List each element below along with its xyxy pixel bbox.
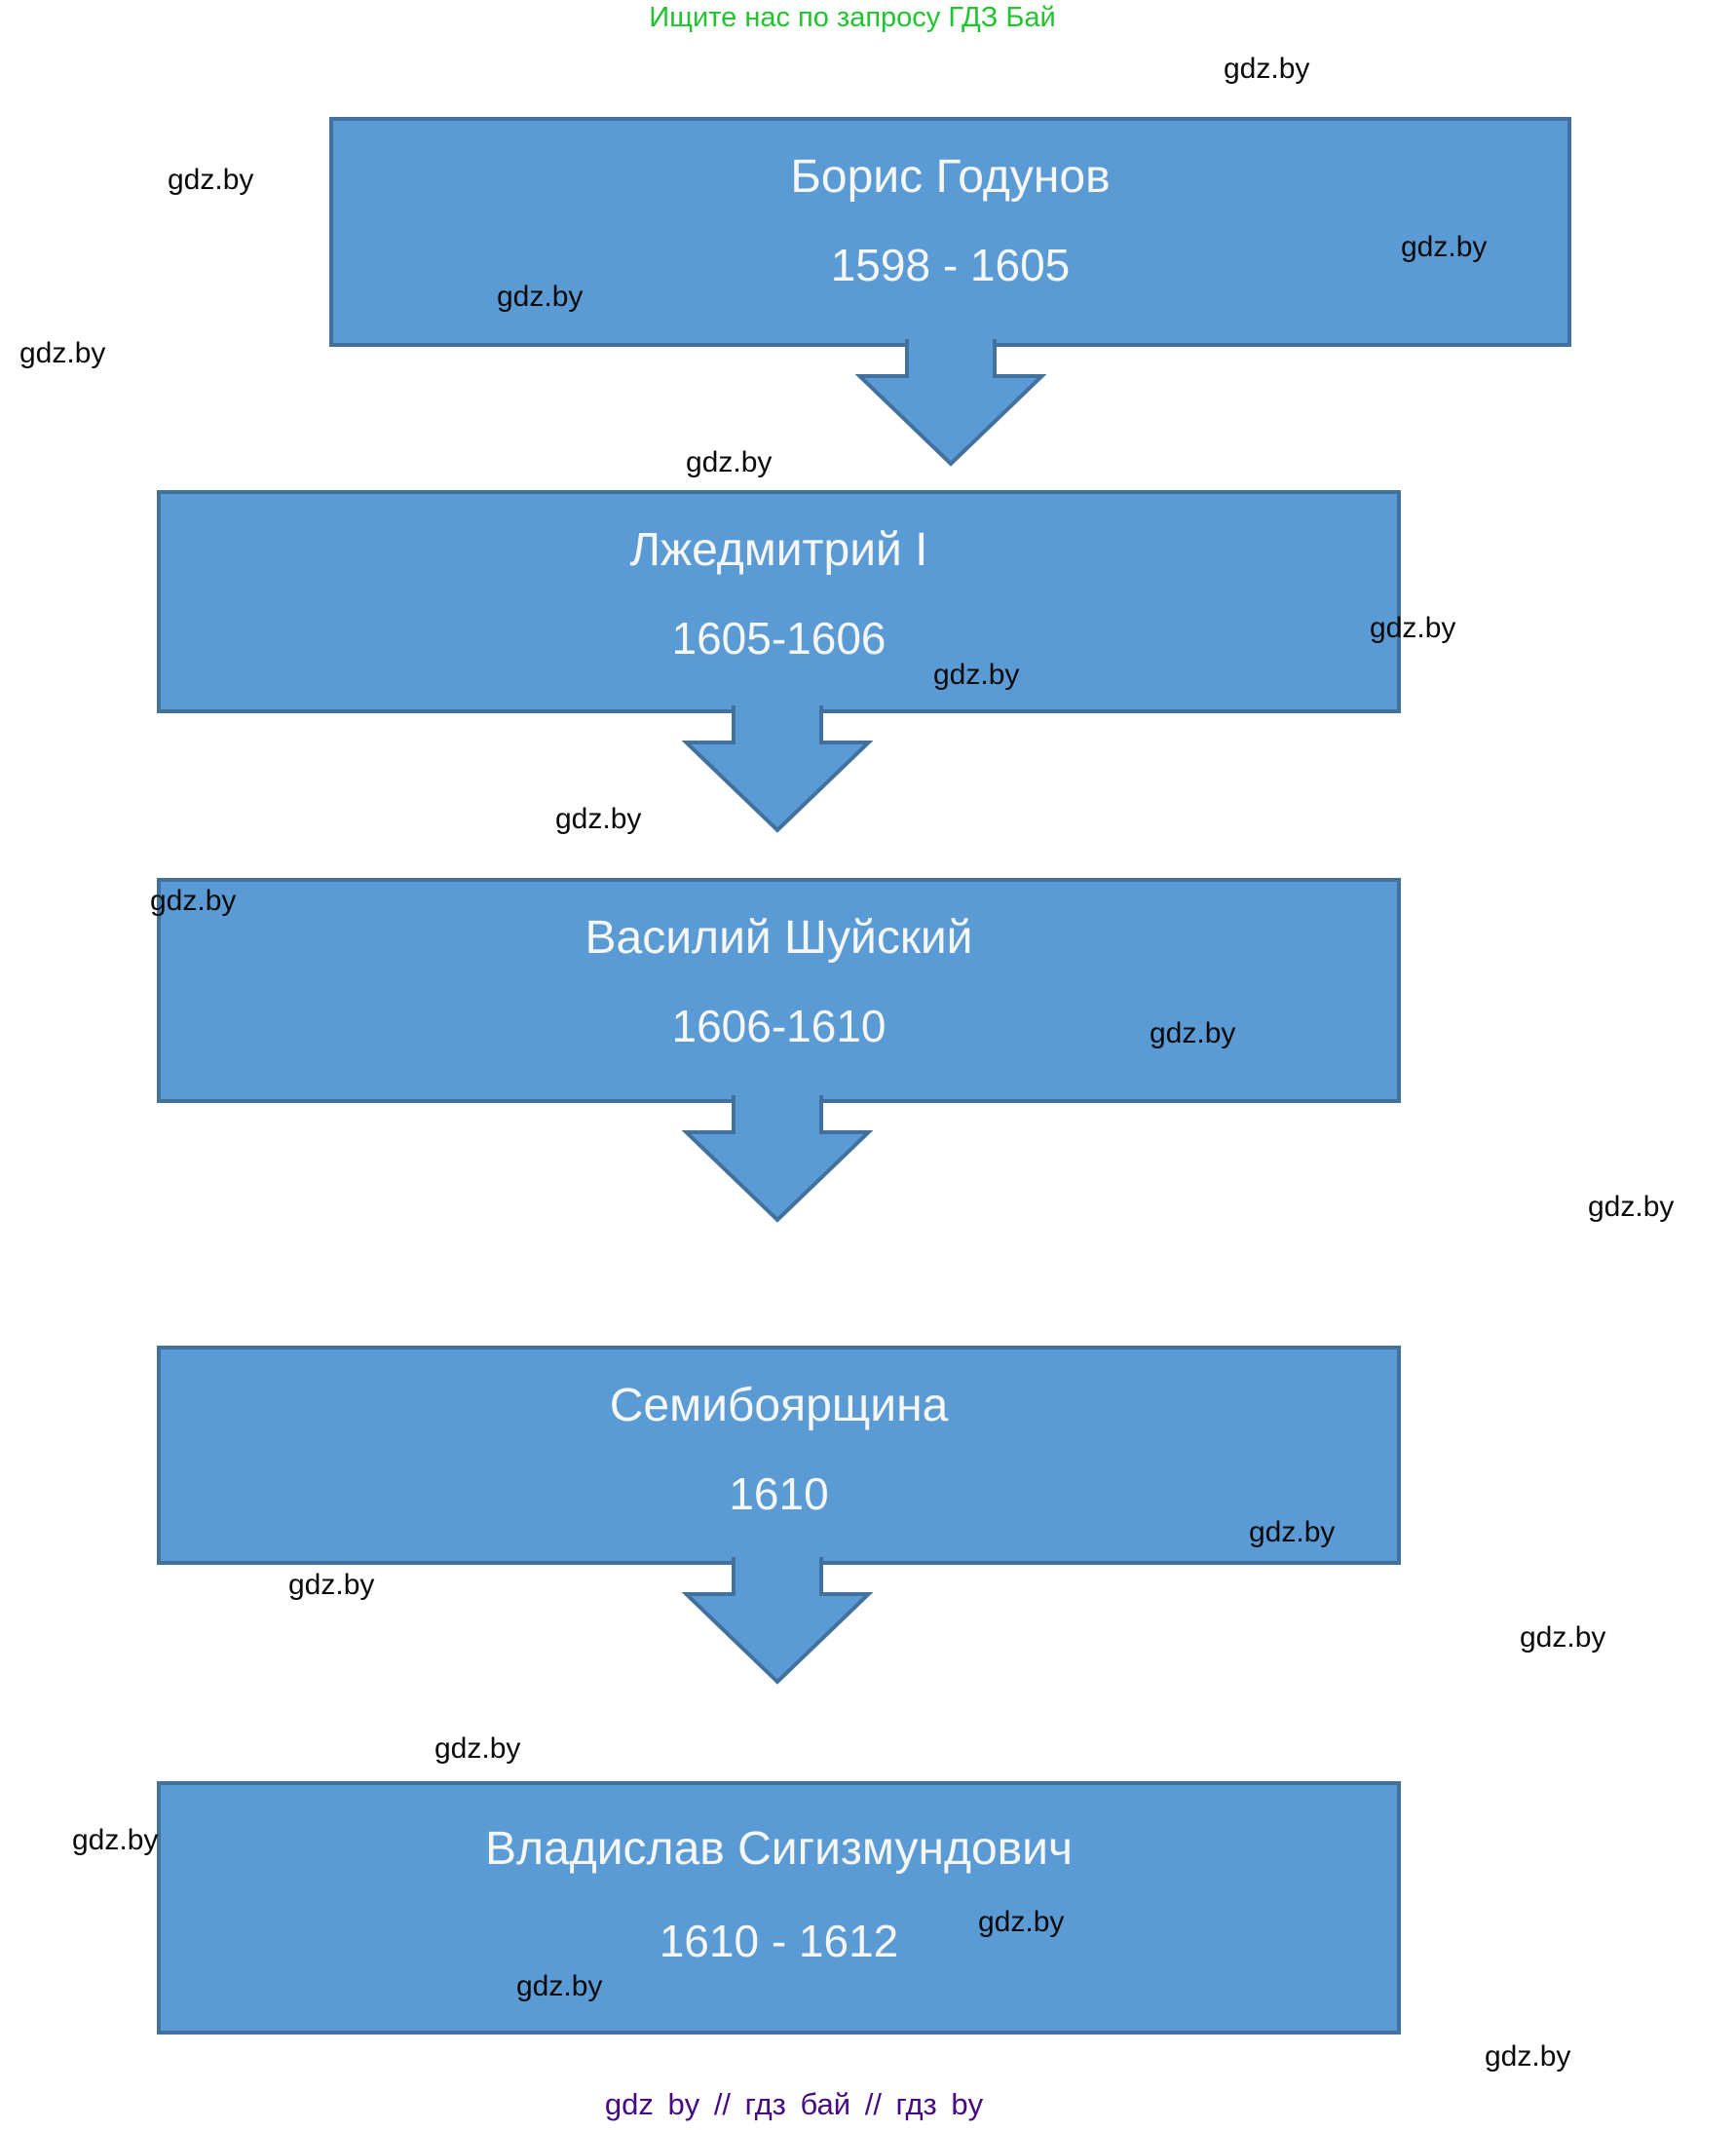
- flow-box-boris-godunov: Борис Годунов 1598 - 1605: [329, 117, 1571, 347]
- watermark-text: gdz.by: [1370, 612, 1456, 644]
- watermark-text: gdz.by: [933, 659, 1020, 691]
- down-arrow-icon: [681, 1557, 874, 1685]
- watermark-text: gdz.by: [288, 1569, 375, 1601]
- footer-site-tags: gdz by // гдз бай // гдз by: [604, 2087, 984, 2121]
- down-arrow-icon: [681, 1095, 874, 1223]
- watermark-text: gdz.by: [434, 1732, 521, 1765]
- flow-box-vasily-shuisky: Василий Шуйский 1606-1610: [157, 878, 1401, 1103]
- flow-box-title: Владислав Сигизмундович: [485, 1823, 1073, 1875]
- watermark-text: gdz.by: [1588, 1191, 1675, 1223]
- flow-box-title: Семибоярщина: [609, 1380, 949, 1431]
- watermark-text: gdz.by: [555, 803, 642, 835]
- watermark-text: gdz.by: [1224, 53, 1310, 85]
- flow-box-period: 1610 - 1612: [659, 1916, 899, 1966]
- watermark-text: gdz.by: [686, 446, 773, 478]
- flow-box-title: Борис Годунов: [790, 151, 1111, 203]
- flow-box-period: 1606-1610: [671, 1001, 887, 1051]
- watermark-text: gdz.by: [1150, 1017, 1236, 1049]
- watermark-text: gdz.by: [1485, 2040, 1571, 2073]
- watermark-text: gdz.by: [150, 885, 237, 917]
- watermark-text: gdz.by: [1401, 231, 1488, 263]
- watermark-text: gdz.by: [497, 281, 584, 313]
- watermark-text: gdz.by: [1520, 1621, 1606, 1654]
- flow-box-title: Василий Шуйский: [585, 912, 973, 964]
- flow-box-vladislav: Владислав Сигизмундович 1610 - 1612: [157, 1781, 1401, 2035]
- watermark-text: gdz.by: [1249, 1516, 1336, 1548]
- watermark-text: gdz.by: [19, 337, 106, 369]
- promo-title: Ищите нас по запросу ГДЗ Бай: [649, 2, 1056, 33]
- flow-box-period: 1605-1606: [671, 613, 887, 664]
- flow-box-lzhedmitry: Лжедмитрий I 1605-1606: [157, 490, 1401, 713]
- flow-box-period: 1598 - 1605: [830, 240, 1071, 290]
- flow-box-title: Лжедмитрий I: [629, 524, 928, 576]
- down-arrow-icon: [681, 705, 874, 833]
- flow-box-semiboyarshina: Семибоярщина 1610: [157, 1346, 1401, 1565]
- watermark-text: gdz.by: [516, 1970, 603, 2002]
- watermark-text: gdz.by: [978, 1906, 1065, 1938]
- flow-box-period: 1610: [729, 1468, 829, 1519]
- watermark-text: gdz.by: [72, 1824, 159, 1856]
- watermark-text: gdz.by: [168, 164, 254, 196]
- down-arrow-icon: [854, 339, 1047, 467]
